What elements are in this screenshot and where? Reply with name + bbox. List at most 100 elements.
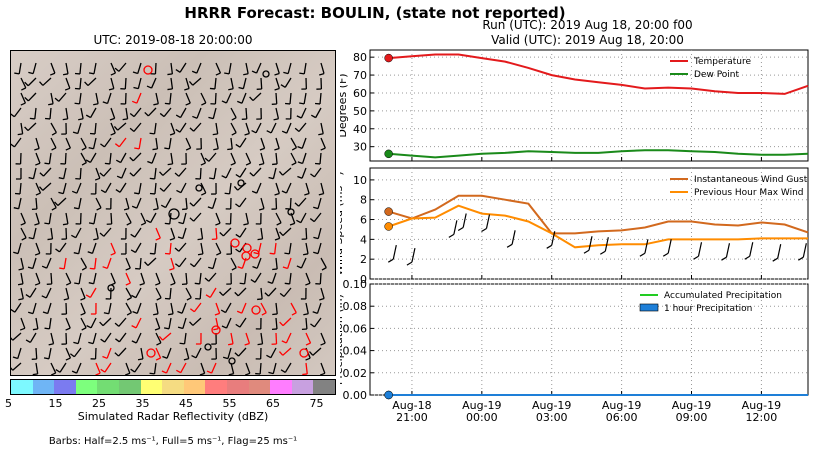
wind-barb (154, 62, 157, 75)
legend-label: 1 hour Precipitation (664, 304, 752, 314)
wind-barb (208, 152, 217, 162)
wind-barb-flag (27, 266, 33, 270)
x-tick-label: 09:00 (676, 411, 708, 424)
colorbar-swatch (97, 380, 119, 394)
y-tick-label: 0.00 (343, 389, 368, 402)
wind-barb (320, 332, 326, 344)
wind-barb (65, 107, 69, 119)
wind-barb (286, 122, 292, 134)
wind-barb-flag (319, 372, 326, 375)
wind-barb-flag (546, 244, 553, 249)
wind-barb-flag (189, 202, 194, 207)
wind-barb (162, 167, 172, 176)
colorbar-label: Simulated Radar Reflectivity (dBZ) (77, 410, 269, 423)
wind-barb (12, 362, 22, 371)
wind-barb (64, 152, 67, 165)
wind-barb (136, 92, 142, 104)
wind-barb-flag (184, 87, 190, 91)
wind-barb (287, 257, 292, 269)
wind-barb-flag (100, 338, 106, 343)
wind-barb-flag (158, 335, 164, 341)
wind-barb-flag (296, 265, 302, 269)
wind-barb-flag (125, 267, 131, 271)
wind-barb (155, 227, 161, 239)
wind-barb (320, 137, 326, 149)
wind-barb-flag (144, 261, 149, 266)
wind-barb (65, 77, 71, 89)
wind-barb-flag (309, 218, 315, 223)
wind-barb (316, 302, 322, 314)
wind-barb-flag (13, 251, 19, 255)
wind-barb (42, 182, 52, 191)
wind-barb (241, 302, 247, 314)
wind-barb-flag (62, 73, 69, 76)
wind-barb-flag (721, 256, 727, 261)
wind-barb (50, 197, 57, 208)
wind-barb-flag (228, 373, 234, 375)
wind-barb (183, 332, 187, 344)
wind-barb (254, 272, 262, 283)
wind-barb (92, 137, 97, 149)
wind-barb (151, 152, 157, 164)
wind-barb (170, 62, 174, 74)
wind-barb-flag (289, 222, 295, 226)
wind-barb-flag (162, 355, 168, 359)
wind-barb (80, 152, 87, 163)
wind-barb-flag (13, 207, 19, 210)
wind-barb-flag (11, 367, 14, 371)
wind-barb (242, 77, 247, 89)
wind-barb-flag (220, 309, 226, 314)
wind-barb-flag (244, 342, 250, 346)
wind-barb-flag (201, 102, 207, 106)
wind-barb (290, 137, 298, 148)
wind-barb (169, 287, 172, 300)
wind-barb-flag (125, 282, 131, 286)
wind-barb-flag (267, 281, 273, 285)
colorbar-swatch (140, 380, 163, 394)
wind-barb (125, 287, 133, 298)
wind-barb (230, 362, 235, 374)
wind-barb-flag (114, 67, 120, 72)
wind-barb-flag (266, 130, 272, 134)
wind-barb (108, 302, 112, 314)
wind-barb (260, 77, 263, 90)
wind-barb (155, 302, 159, 314)
wind-barb (252, 167, 262, 177)
wind-barb-flag (284, 252, 290, 255)
wind-barb-flag (274, 72, 280, 76)
wind-barb (106, 257, 112, 269)
wind-barb (155, 332, 162, 344)
wind-barb-flag (41, 295, 47, 299)
wind-barb-flag (189, 321, 194, 326)
wind-barb-flag (55, 368, 61, 373)
wind-barb-flag (129, 172, 135, 177)
wind-barb (320, 362, 326, 374)
wind-barb (35, 212, 40, 224)
wind-barb (32, 227, 37, 239)
wind-barb (245, 107, 248, 120)
wind-barb-flag (43, 357, 50, 360)
wind-barb (13, 137, 22, 148)
x-tick-label: 06:00 (606, 411, 638, 424)
wind-barb (196, 62, 202, 74)
wind-barb (110, 77, 115, 89)
y-axis-label: Wind Speed (ms⁻¹) (340, 171, 345, 275)
wind-barb-flag (130, 249, 136, 254)
y-tick-label: 6 (360, 214, 367, 227)
wind-barb-flag (130, 368, 136, 373)
wind-barb (305, 302, 309, 314)
wind-barb (230, 332, 234, 344)
wind-barb-flag (406, 261, 413, 266)
wind-barb-flag (108, 88, 114, 91)
wind-barb-flag (21, 87, 27, 91)
wind-barb-flag (281, 340, 287, 344)
wind-barb-flag (227, 148, 233, 151)
wind-barb-flag (320, 342, 326, 346)
wind-barb (225, 317, 232, 329)
wind-barb-flag (99, 232, 105, 237)
wind-barb-flag (313, 206, 319, 210)
wind-barb (192, 317, 202, 326)
wind-barb (212, 257, 217, 269)
wind-barb (185, 77, 190, 89)
